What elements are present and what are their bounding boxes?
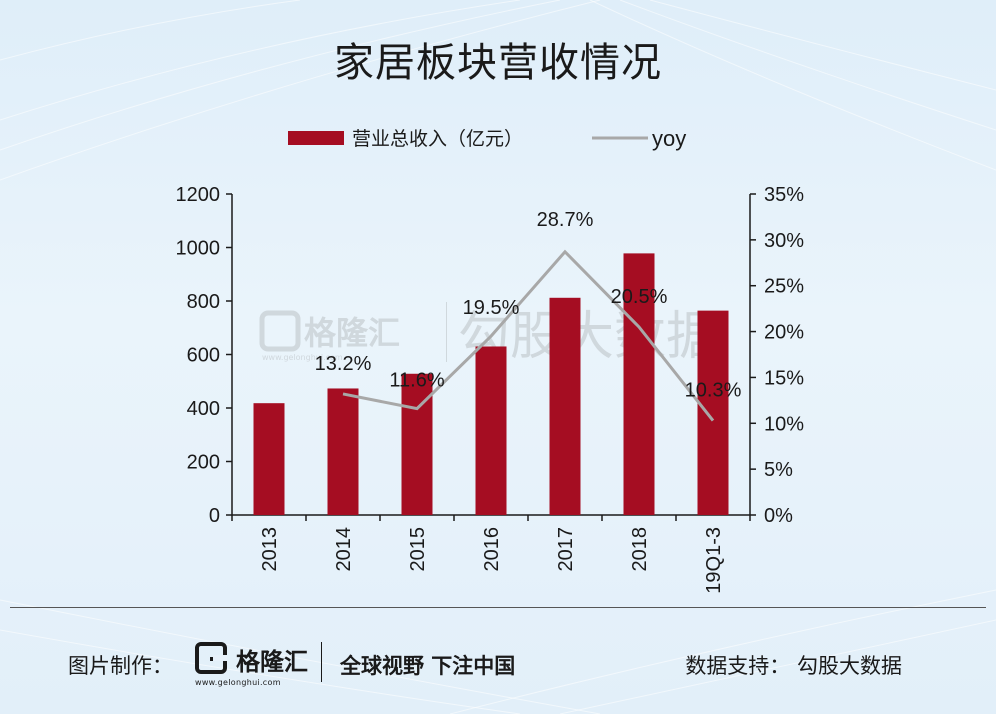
revenue-chart: 格隆汇 www.gelonghui.com 勾股大数据 营业总收入（亿元） yo… xyxy=(176,126,805,594)
slogan: 全球视野 下注中国 xyxy=(340,654,516,678)
watermark-logo-icon xyxy=(259,310,301,352)
left-tick-label: 1000 xyxy=(176,238,221,260)
logo-url: www.gelonghui.com xyxy=(195,678,281,687)
x-tick-label: 2016 xyxy=(481,527,503,572)
right-tick-label: 25% xyxy=(764,276,804,298)
left-tick-label: 600 xyxy=(187,345,220,367)
legend-bar-swatch xyxy=(288,131,344,145)
left-tick-label: 800 xyxy=(187,291,220,313)
legend: 营业总收入（亿元） yoy xyxy=(288,126,686,151)
legend-bar-label: 营业总收入（亿元） xyxy=(352,128,523,150)
x-tick-label: 2017 xyxy=(555,527,577,572)
legend-line-label: yoy xyxy=(652,126,686,151)
right-tick-label: 15% xyxy=(764,367,804,389)
left-tick-label: 0 xyxy=(209,505,220,527)
left-tick-label: 400 xyxy=(187,398,220,420)
footer-divider xyxy=(10,607,986,608)
right-tick-label: 0% xyxy=(764,505,793,527)
credit-label: 图片制作： xyxy=(68,654,173,678)
watermark: 格隆汇 www.gelonghui.com 勾股大数据 xyxy=(259,302,718,367)
left-tick-label: 1200 xyxy=(176,184,221,206)
bar-19Q1-3 xyxy=(697,310,729,515)
watermark-url: www.gelonghui.com xyxy=(262,353,343,362)
left-tick-label: 200 xyxy=(187,452,220,474)
bars xyxy=(253,253,729,515)
watermark-brand: 格隆汇 xyxy=(304,314,400,352)
x-tick-label: 2015 xyxy=(407,527,429,572)
bar-2015 xyxy=(401,373,433,515)
footer: 图片制作： 格隆汇 www.gelonghui.com 全球视野 下注中国 数据… xyxy=(0,636,996,692)
yoy-data-label: 19.5% xyxy=(463,297,520,319)
yoy-data-label: 13.2% xyxy=(315,353,372,375)
x-tick-label: 2018 xyxy=(629,527,651,572)
x-tick-label: 2014 xyxy=(333,527,355,572)
right-tick-label: 10% xyxy=(764,413,804,435)
yoy-line xyxy=(342,249,715,422)
right-tick-label: 5% xyxy=(764,459,793,481)
bar-2014 xyxy=(327,388,359,515)
x-tick-label: 19Q1-3 xyxy=(703,527,725,594)
x-axis-ticks: 2013 2014 2015 2016 2017 2018 19Q1-3 xyxy=(231,515,751,594)
bar-2018 xyxy=(623,253,655,515)
left-axis-ticks: 0 200 400 600 800 1000 1200 xyxy=(176,184,232,527)
yoy-data-label: 11.6% xyxy=(389,370,444,392)
bar-2016 xyxy=(475,346,507,515)
gelonghui-logo-icon xyxy=(195,642,227,674)
right-tick-label: 35% xyxy=(764,184,804,206)
page-title: 家居板块营收情况 xyxy=(334,40,662,86)
right-tick-label: 20% xyxy=(764,322,804,344)
bar-2017 xyxy=(549,297,581,515)
right-axis-ticks: 0% 5% 10% 15% 20% 25% 30% 35% xyxy=(750,184,804,527)
yoy-data-label: 10.3% xyxy=(685,380,742,402)
logo-text: 格隆汇 xyxy=(236,648,308,676)
bar-2013 xyxy=(253,403,285,515)
yoy-data-label: 20.5% xyxy=(611,286,668,308)
right-tick-label: 30% xyxy=(764,230,804,252)
data-support: 数据支持： 勾股大数据 xyxy=(685,654,902,678)
logo-divider xyxy=(321,642,322,682)
yoy-series: 13.2% 11.6% 19.5% 28.7% 20.5% 10.3% xyxy=(315,209,742,422)
yoy-data-label: 28.7% xyxy=(537,209,594,231)
x-tick-label: 2013 xyxy=(259,527,281,572)
